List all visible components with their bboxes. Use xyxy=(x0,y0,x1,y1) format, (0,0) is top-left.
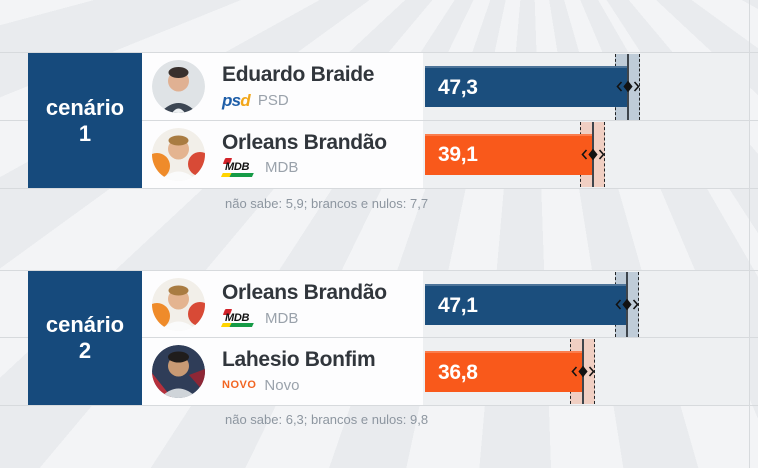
candidate-ident: Orleans Brandão MDB MDB xyxy=(221,130,387,177)
row-separator-line xyxy=(0,337,758,338)
candidate-card: Orleans Brandão MDB MDB xyxy=(142,271,423,338)
candidate-name: Orleans Brandão xyxy=(222,130,387,154)
row-separator-line xyxy=(0,405,758,406)
scenario-label-word: cenário xyxy=(45,312,125,337)
bar-track: 39,1 xyxy=(423,120,749,188)
scenario-label-number: 2 xyxy=(78,338,92,363)
scenario-1-block: Eduardo Braide psd PSD 47,3 xyxy=(0,53,758,188)
party-name: PSD xyxy=(257,91,289,109)
party-row: MDB MDB xyxy=(221,158,387,177)
candidate-name: Lahesio Bonfim xyxy=(222,348,376,371)
chart-right-border-line xyxy=(749,0,750,468)
candidate-row: Eduardo Braide psd PSD 47,3 xyxy=(0,53,758,121)
bar-track: 47,3 xyxy=(423,53,749,121)
party-row: psd PSD xyxy=(222,91,374,109)
scenario-label-number: 1 xyxy=(78,120,92,146)
candidate-row: Orleans Brandão MDB MDB 39,1 xyxy=(0,120,758,188)
candidate-photo xyxy=(152,345,205,398)
party-row: NOVO Novo xyxy=(222,376,375,394)
candidate-photo xyxy=(152,278,205,331)
error-marker-icon xyxy=(615,298,639,311)
candidate-row: Orleans Brandão MDB MDB 47,1 xyxy=(0,271,758,338)
result-bar: 47,3 xyxy=(425,66,628,107)
candidate-name: Eduardo Braide xyxy=(222,63,375,86)
bar-track: 36,8 xyxy=(423,338,749,405)
candidate-card: Lahesio Bonfim NOVO Novo xyxy=(142,338,423,405)
error-marker-icon xyxy=(616,80,640,93)
error-marker-icon xyxy=(571,365,595,378)
candidate-photo xyxy=(152,60,205,113)
party-name: Novo xyxy=(264,376,300,394)
candidate-card: Orleans Brandão MDB MDB xyxy=(142,120,423,188)
candidate-card: Eduardo Braide psd PSD xyxy=(142,53,423,121)
mdb-party-logo-icon: MDB xyxy=(221,158,257,176)
candidate-name: Orleans Brandão xyxy=(222,281,387,304)
result-value: 47,1 xyxy=(438,293,478,317)
party-name: MDB xyxy=(265,159,299,176)
party-row: MDB MDB xyxy=(221,308,387,327)
scenario-2-block: Orleans Brandão MDB MDB 47,1 xyxy=(0,271,758,405)
novo-party-logo-icon: NOVO xyxy=(222,379,257,391)
result-bar: 39,1 xyxy=(425,133,593,175)
mdb-party-logo-icon: MDB xyxy=(221,308,257,327)
party-name: MDB xyxy=(265,309,299,327)
row-separator-line xyxy=(0,188,758,189)
result-bar: 47,1 xyxy=(425,284,628,325)
footnote-text: não sabe: 6,3; brancos e nulos: 9,8 xyxy=(225,412,429,427)
scenario-label-word: cenário xyxy=(45,94,125,120)
scenario-label: cenário 2 xyxy=(28,271,142,405)
result-bar: 36,8 xyxy=(425,351,583,392)
candidate-ident: Orleans Brandão MDB MDB xyxy=(221,281,387,327)
scenario-label: cenário 1 xyxy=(28,53,142,188)
footnote-text: não sabe: 5,9; brancos e nulos: 7,7 xyxy=(225,196,429,211)
row-separator-line xyxy=(0,270,758,271)
result-value: 36,8 xyxy=(438,360,478,384)
result-value: 47,3 xyxy=(438,75,478,99)
candidate-row: Lahesio Bonfim NOVO Novo 36,8 xyxy=(0,338,758,405)
bar-track: 47,1 xyxy=(423,271,749,338)
row-separator-line xyxy=(0,120,758,121)
result-value: 39,1 xyxy=(438,143,478,166)
candidate-photo xyxy=(152,127,205,181)
error-marker-icon xyxy=(581,148,605,160)
candidate-ident: Eduardo Braide psd PSD xyxy=(222,63,374,109)
candidate-ident: Lahesio Bonfim NOVO Novo xyxy=(222,348,376,394)
psd-party-logo-icon: psd xyxy=(222,90,251,110)
row-separator-line xyxy=(0,52,758,53)
